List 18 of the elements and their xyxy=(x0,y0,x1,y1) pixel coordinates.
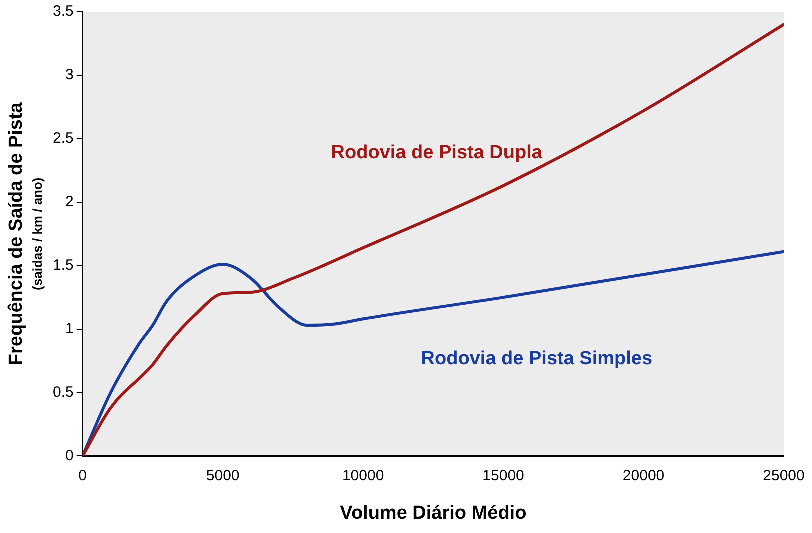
x-tick-label: 15000 xyxy=(482,467,524,484)
y-tick-label: 3.5 xyxy=(52,3,74,20)
x-tick-label: 0 xyxy=(78,467,88,484)
y-tick-label: 0.5 xyxy=(52,384,74,401)
y-axis-title: Frequência de Saída de Pista (saidas / km / ano) xyxy=(6,102,45,366)
y-tick-label: 3 xyxy=(66,66,74,84)
x-tick-label: 20000 xyxy=(622,467,665,484)
y-tick-label: 1.5 xyxy=(52,256,74,274)
y-tick-label: 1 xyxy=(66,320,74,338)
series-label: Rodovia de Pista Dupla xyxy=(331,142,543,164)
x-axis-title: Volume Diário Médio xyxy=(340,502,527,524)
x-tick-label: 10000 xyxy=(342,467,384,484)
y-tick-label: 2 xyxy=(66,194,74,211)
x-tick-label: 5000 xyxy=(206,467,240,484)
x-tick-label: 25000 xyxy=(763,467,805,484)
series-label: Rodovia de Pista Simples xyxy=(421,348,653,370)
y-tick-label: 2.5 xyxy=(52,130,74,148)
y-tick-label: 0 xyxy=(66,447,74,464)
